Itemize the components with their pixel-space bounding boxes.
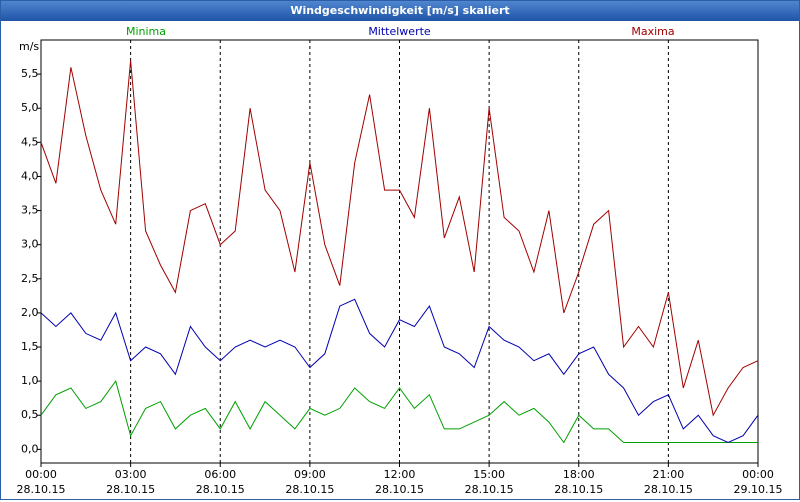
y-tick-label: 4,0 (21, 169, 39, 182)
y-tick-label: 5,0 (21, 101, 39, 114)
x-tick-date: 29.10.15 (734, 483, 783, 496)
y-tick-label: 0,0 (21, 442, 39, 455)
y-tick-label: 2,0 (21, 306, 39, 319)
x-tick-date: 28.10.15 (196, 483, 245, 496)
y-tick-label: 3,5 (21, 204, 39, 217)
chart: m/s 0,0 0,5 1,0 1,5 2,0 2,5 3,0 3,5 4,0 4,5 5,0 5,5… (17, 25, 783, 496)
x-tick-label: 03:00 (115, 468, 147, 481)
x-tick-label: 15:00 (473, 468, 505, 481)
data-line (40, 298, 759, 444)
y-tick-label: 1,5 (21, 340, 39, 353)
x-tick-label: 21:00 (653, 468, 685, 481)
data-line (40, 379, 758, 444)
x-tick-label: 09:00 (294, 468, 326, 481)
x-tick-label: 00:00 (742, 468, 774, 481)
x-tick-date: 28.10.15 (465, 483, 514, 496)
data-line (40, 60, 759, 417)
legend-entry: Maxima (631, 25, 674, 38)
y-tick-label: 5,5 (21, 67, 39, 80)
x-tick-date: 28.10.15 (285, 483, 334, 496)
y-tick-label: 4,5 (21, 135, 39, 148)
x-tick-date: 28.10.15 (106, 483, 155, 496)
legend-entry: Minima (126, 25, 166, 38)
x-tick-label: 00:00 (25, 468, 57, 481)
y-axis-label: m/s (19, 40, 39, 53)
x-tick-label: 06:00 (204, 468, 236, 481)
y-tick-label: 3,0 (21, 238, 39, 251)
x-tick-date: 28.10.15 (17, 483, 66, 496)
x-tick-label: 18:00 (563, 468, 595, 481)
y-tick-label: 2,5 (21, 272, 39, 285)
x-tick-date: 28.10.15 (644, 483, 693, 496)
x-tick-label: 12:00 (384, 468, 416, 481)
x-tick-date: 28.10.15 (554, 483, 603, 496)
window-title: Windgeschwindigkeit [m/s] skaliert (1, 1, 799, 21)
x-tick-date: 28.10.15 (375, 483, 424, 496)
legend-entry: Mittelwerte (368, 25, 431, 38)
y-tick-label: 0,5 (21, 408, 39, 421)
y-tick-label: 1,0 (21, 374, 39, 387)
